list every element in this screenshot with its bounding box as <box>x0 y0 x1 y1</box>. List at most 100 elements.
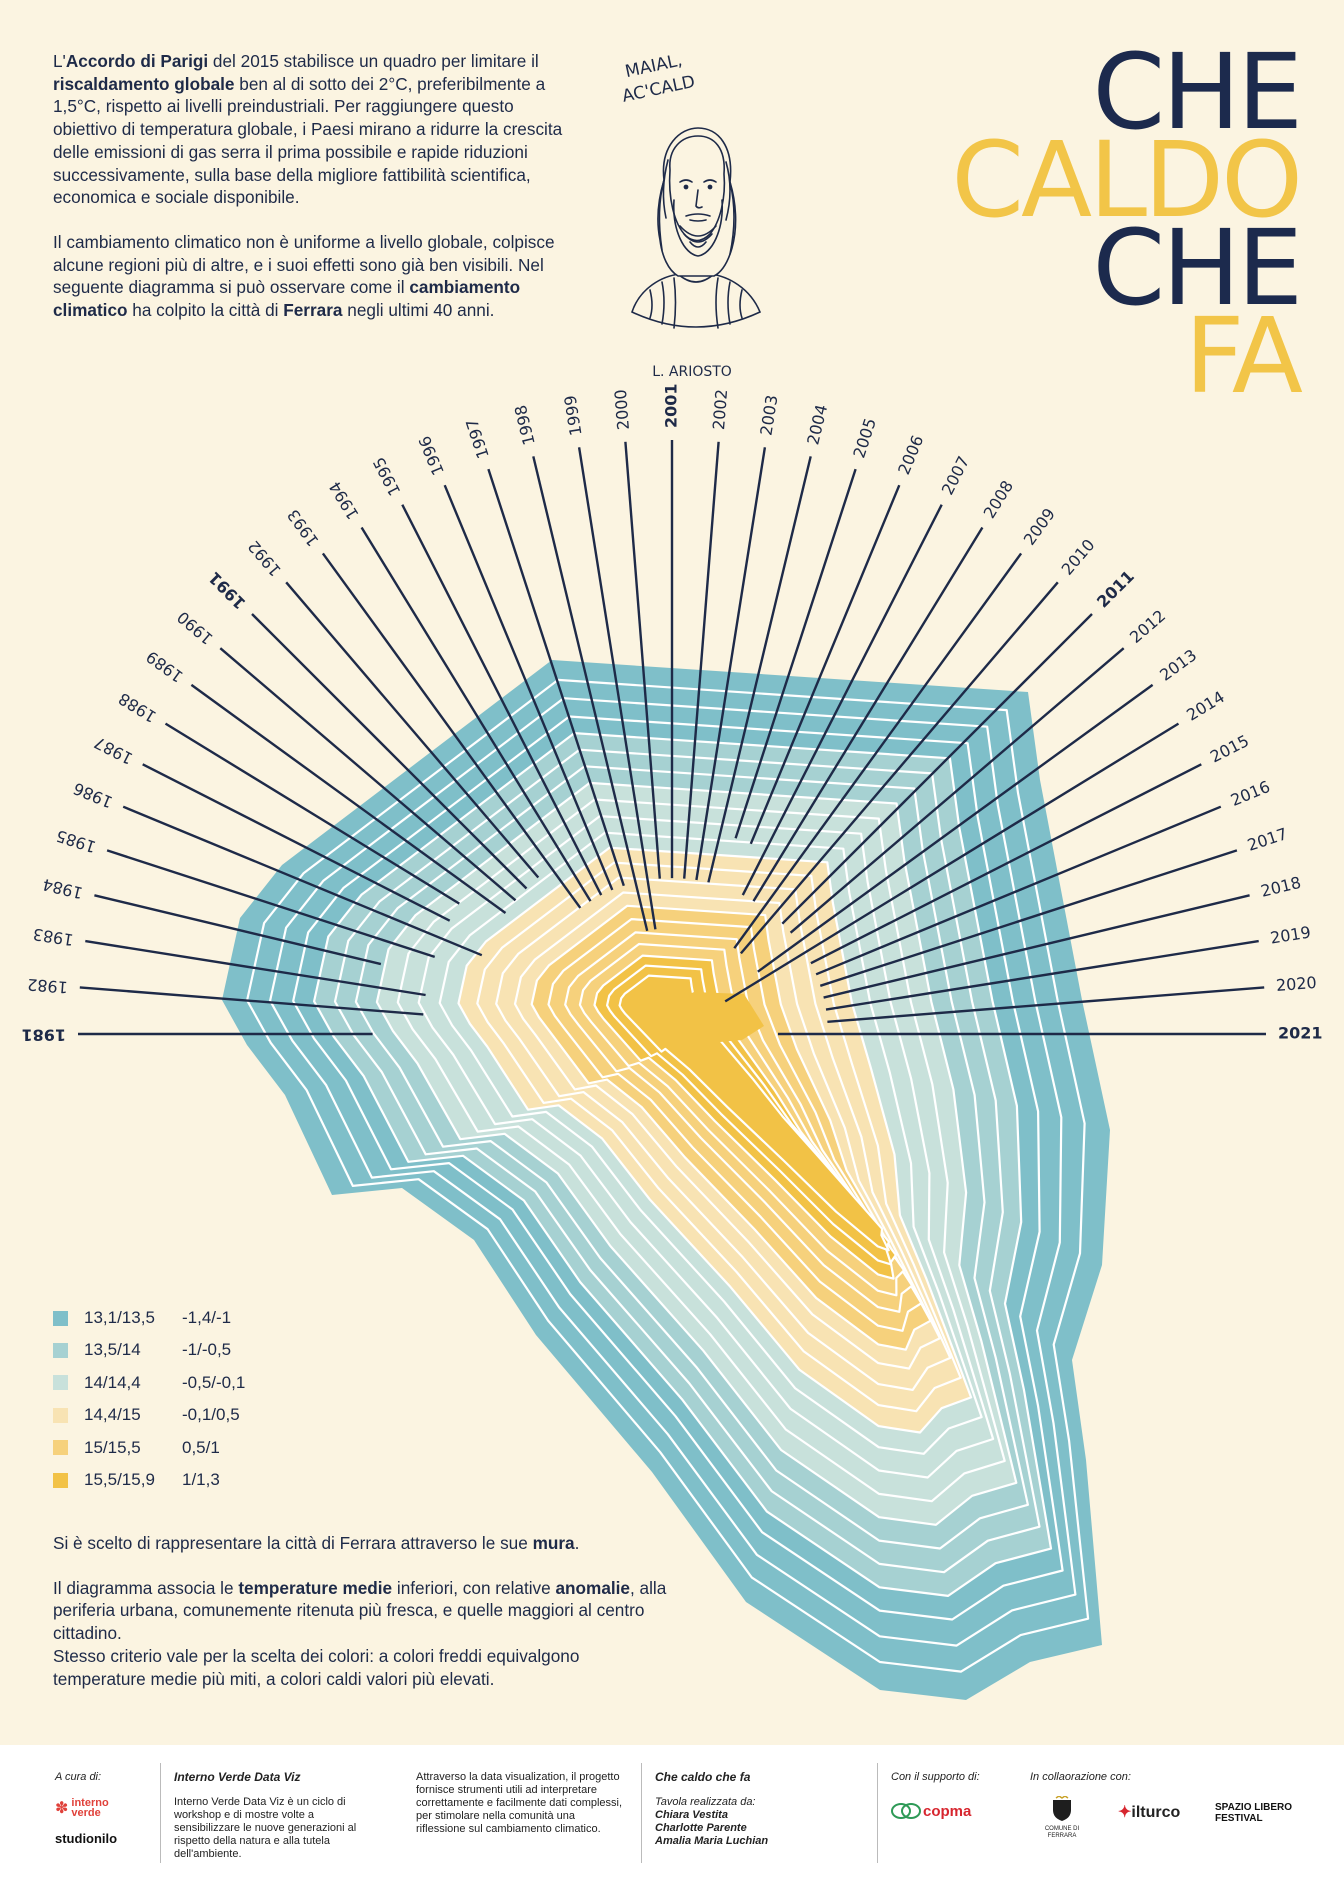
title-line-3: CHE <box>1092 207 1303 329</box>
year-label: 1991 <box>205 568 250 613</box>
spazio-libero-logo: SPAZIO LIBERO FESTIVAL <box>1215 1802 1292 1824</box>
year-label: 2019 <box>1269 922 1312 947</box>
year-label: 2021 <box>1278 1024 1323 1043</box>
year-ray <box>827 986 1265 1023</box>
legend-item: 14/14,4 -0,5/-0,1 <box>53 1367 245 1399</box>
author-2: Charlotte Parente <box>655 1822 747 1834</box>
ilturco-text: ilturco <box>1131 1804 1181 1821</box>
spazio-line-1: SPAZIO LIBERO <box>1215 1802 1293 1813</box>
legend-item: 15,5/15,9 1/1,3 <box>53 1464 245 1496</box>
year-ray <box>321 552 582 909</box>
year-ray <box>815 805 1222 976</box>
intro-text: L'Accordo di Parigi del 2015 stabilisce … <box>53 50 573 344</box>
year-label: 1994 <box>325 478 362 523</box>
legend-swatch <box>53 1440 68 1456</box>
year-ray <box>401 504 603 896</box>
year-ray <box>741 504 943 896</box>
year-ray <box>487 468 625 887</box>
footer-project: Attraverso la data visualization, il pro… <box>416 1771 626 1836</box>
year-ray <box>251 613 528 890</box>
year-ray <box>624 441 661 879</box>
year-label: 2015 <box>1207 731 1252 766</box>
legend-anomaly: -0,5/-0,1 <box>182 1372 246 1392</box>
method-text: Si è scelto di rappresentare la città di… <box>53 1532 673 1712</box>
copma-mark-icon <box>891 1803 921 1819</box>
author-1: Chiara Vestita <box>655 1809 728 1821</box>
legend-swatch <box>53 1472 68 1488</box>
year-label: 2010 <box>1058 535 1099 578</box>
year-label: 2012 <box>1126 606 1169 647</box>
method-paragraph-3: Stesso criterio vale per la scelta dei c… <box>53 1645 580 1689</box>
year-label: 1988 <box>115 689 160 726</box>
copma-text: copma <box>923 1802 972 1820</box>
year-ray <box>577 447 657 930</box>
year-ray <box>823 894 1250 999</box>
copma-logo: copma <box>891 1802 1001 1820</box>
year-label: 1997 <box>462 416 493 461</box>
year-label: 1995 <box>369 454 404 499</box>
ariosto-drawing-icon <box>631 127 762 329</box>
credit-title: Che caldo che fa <box>655 1770 751 1784</box>
ivdv-title: Interno Verde Data Viz <box>174 1770 301 1784</box>
legend-item: 13,1/13,5 -1,4/-1 <box>53 1302 245 1334</box>
legend-anomaly: -1,4/-1 <box>182 1308 232 1327</box>
year-ray <box>819 849 1238 987</box>
ivdv-text: Interno Verde Data Viz è un ciclo di wor… <box>174 1796 357 1860</box>
logo-verde: verde <box>71 1807 101 1819</box>
method-paragraph-1: Si è scelto di rappresentare la città di… <box>53 1533 580 1553</box>
ilturco-logo: ✦ilturco <box>1118 1804 1181 1821</box>
credit-sub: Tavola realizzata da: <box>655 1796 756 1808</box>
logo-interno: interno <box>71 1797 109 1809</box>
collab-label: In collaorazione con: <box>1030 1771 1131 1783</box>
year-ray <box>752 526 984 902</box>
year-ray <box>825 939 1259 1011</box>
year-label: 2003 <box>756 394 781 437</box>
year-label: 2007 <box>938 453 973 498</box>
year-label: 1987 <box>91 733 136 768</box>
year-label: 1981 <box>21 1026 66 1045</box>
legend-item: 14,4/15 -0,1/0,5 <box>53 1399 245 1431</box>
spazio-line-2: FESTIVAL <box>1215 1813 1263 1824</box>
ferrara-walls-diagram: 1981 1982 1983 1984 1985 1986 1987 198819891990… <box>21 383 1323 1700</box>
title-line-4: FA <box>1184 295 1303 417</box>
year-ray <box>695 447 767 881</box>
legend-temp: 15/15,5 <box>84 1437 141 1457</box>
year-ray <box>734 468 857 839</box>
footer-support: Con il supporto di: copma <box>891 1771 1001 1820</box>
year-ray <box>190 683 507 914</box>
year-ray <box>757 683 1154 973</box>
footer-ivdv: Interno Verde Data Viz Interno Verde Dat… <box>174 1771 374 1861</box>
year-label: 1993 <box>283 506 322 550</box>
year-label: 2016 <box>1228 777 1273 810</box>
year-ray <box>749 484 901 845</box>
year-label: 1985 <box>54 826 99 857</box>
year-ray <box>94 894 382 966</box>
year-ray <box>733 552 1023 949</box>
curated-label: A cura di: <box>55 1771 102 1783</box>
year-label: 1990 <box>173 607 216 648</box>
ariosto-portrait: MAIAL, AC'CALD L. ARIOSTO <box>620 50 762 380</box>
year-label: 2001 <box>662 383 681 428</box>
year-label: 2006 <box>894 432 927 477</box>
support-label: Con il supporto di: <box>891 1771 980 1783</box>
year-label: 2004 <box>803 403 831 447</box>
year-label: 1998 <box>511 403 539 447</box>
year-ray <box>79 986 424 1016</box>
year-rays <box>78 440 1266 1036</box>
footer-collab: In collaorazione con: COMUNE DI FERRARA … <box>1030 1771 1310 1844</box>
year-label: 1992 <box>244 537 285 580</box>
comune-ferrara-logo: COMUNE DI FERRARA <box>1030 1795 1094 1840</box>
footer-divider <box>160 1763 161 1863</box>
legend-anomaly: -1/-0,5 <box>182 1340 232 1360</box>
legend-swatch <box>53 1407 68 1423</box>
author-3: Amalia Maria Luchian <box>655 1835 769 1847</box>
year-ray <box>122 805 483 957</box>
year-label: 2000 <box>611 389 633 431</box>
year-ray <box>360 526 592 902</box>
year-label: 2008 <box>980 477 1017 522</box>
year-ray <box>443 484 614 891</box>
legend: 13,1/13,5 -1,4/-1 13,5/14 -1/-0,5 14/14,4 -… <box>53 1302 245 1496</box>
poster-title: CHE CALDO CHE FA <box>880 40 1303 417</box>
year-label: 2020 <box>1275 973 1317 995</box>
portrait-caption: L. ARIOSTO <box>652 364 732 380</box>
